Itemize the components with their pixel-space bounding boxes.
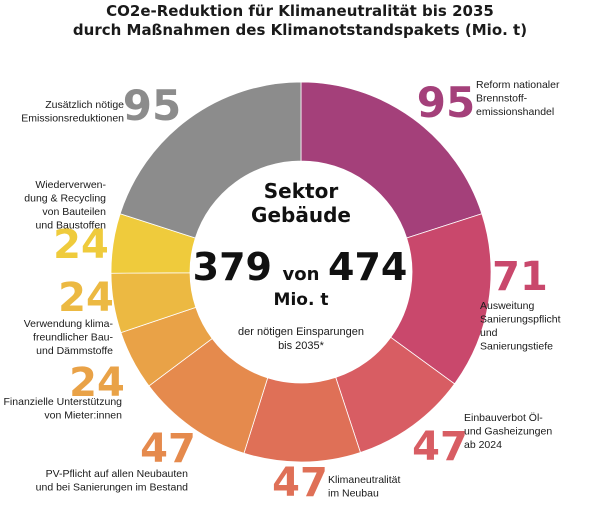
- segment-label-3: Einbauverbot Öl-und Gasheizungen ab 2024: [464, 412, 552, 451]
- segment-value-5: 47: [140, 426, 196, 472]
- segment-label-line: von Mieter:innen: [44, 410, 122, 422]
- chart-title-line-2: durch Maßnahmen des Klimanotstandspakets…: [72, 21, 528, 39]
- segment-label-line: freundlicher Bau-: [33, 332, 113, 344]
- segment-label-line: Brennstoff-: [476, 93, 528, 105]
- center-note-line-1: der nötigen Einsparungen: [238, 326, 364, 338]
- segment-value-7: 24: [58, 275, 114, 321]
- segment-value-8: 24: [53, 222, 109, 268]
- segment-label-line: Zusätzlich nötige: [45, 99, 124, 111]
- segment-label-9: Zusätzlich nötige Emissionsreduktionen: [21, 99, 124, 125]
- center-note-line-2: bis 2035*: [278, 340, 325, 352]
- segment-label-line: und bei Sanierungen im Bestand: [36, 482, 189, 494]
- segment-label-line: emissionshandel: [476, 106, 554, 118]
- segment-label-line: Verwendung klima-: [24, 318, 114, 330]
- segment-label-4: Klimaneutralität im Neubau: [328, 474, 400, 500]
- center-connector: von: [283, 264, 320, 285]
- center-unit: Mio. t: [274, 290, 329, 310]
- segment-label-7: Verwendung klima-freundlicher Bau-und Dä…: [24, 318, 114, 357]
- segment-value-6: 24: [69, 360, 125, 406]
- segment-label-line: und: [480, 327, 498, 339]
- segment-label-line: Sanierungstiefe: [480, 341, 553, 353]
- segment-label-line: Wiederverwen-: [35, 179, 106, 191]
- segment-value-2: 71: [492, 254, 548, 300]
- segment-value-9: 95: [123, 81, 181, 130]
- chart-title-line-1: CO2e-Reduktion für Klimaneutralität bis …: [106, 2, 494, 20]
- segment-label-6: Finanzielle Unterstützung von Mieter:inne…: [4, 396, 123, 422]
- segment-label-2: Ausweitung Sanierungspflicht und Sanierungs…: [480, 300, 561, 353]
- segment-label-line: im Neubau: [328, 488, 379, 500]
- center-value: 379: [193, 245, 272, 289]
- segment-value-1: 95: [417, 78, 475, 127]
- donut-hole: [190, 161, 412, 383]
- segment-label-line: und Dämmstoffe: [36, 345, 113, 357]
- segment-label-line: Ausweitung: [480, 300, 534, 312]
- segment-annotations: 95 Reform nationaler Brennstoff-emissionsh…: [4, 78, 561, 506]
- segment-label-line: Klimaneutralität: [328, 474, 400, 486]
- segment-label-1: Reform nationaler Brennstoff-emissionshan…: [476, 79, 560, 118]
- segment-label-line: Finanzielle Unterstützung: [4, 396, 123, 408]
- segment-label-5: PV-Pflicht auf allen Neubauten und bei Sa…: [36, 468, 189, 494]
- segment-label-line: ab 2024: [464, 439, 502, 451]
- donut-segments: [110, 81, 492, 463]
- segment-label-line: dung & Recycling: [24, 193, 106, 205]
- segment-label-line: PV-Pflicht auf allen Neubauten: [46, 468, 189, 480]
- segment-label-line: und Baustoffen: [36, 220, 107, 232]
- center-title-line-1: Sektor: [264, 179, 339, 203]
- segment-label-8: Wiederverwen-dung & Recycling von Bauteil…: [24, 179, 106, 232]
- segment-label-line: Einbauverbot Öl-: [464, 412, 543, 424]
- segment-value-4: 47: [272, 460, 328, 506]
- segment-label-line: Emissionsreduktionen: [21, 113, 124, 125]
- center-total: 474: [328, 245, 407, 289]
- segment-label-line: und Gasheizungen: [464, 426, 552, 438]
- chart-title: CO2e-Reduktion für Klimaneutralität bis …: [0, 2, 600, 40]
- center-title-line-2: Gebäude: [251, 203, 351, 227]
- segment-label-line: von Bauteilen: [42, 206, 106, 218]
- segment-label-line: Reform nationaler: [476, 79, 560, 91]
- segment-value-3: 47: [412, 424, 468, 470]
- segment-label-line: Sanierungspflicht: [480, 314, 561, 326]
- center-label: Sektor Gebäude 379 von 474 Mio. t der nö…: [193, 179, 408, 352]
